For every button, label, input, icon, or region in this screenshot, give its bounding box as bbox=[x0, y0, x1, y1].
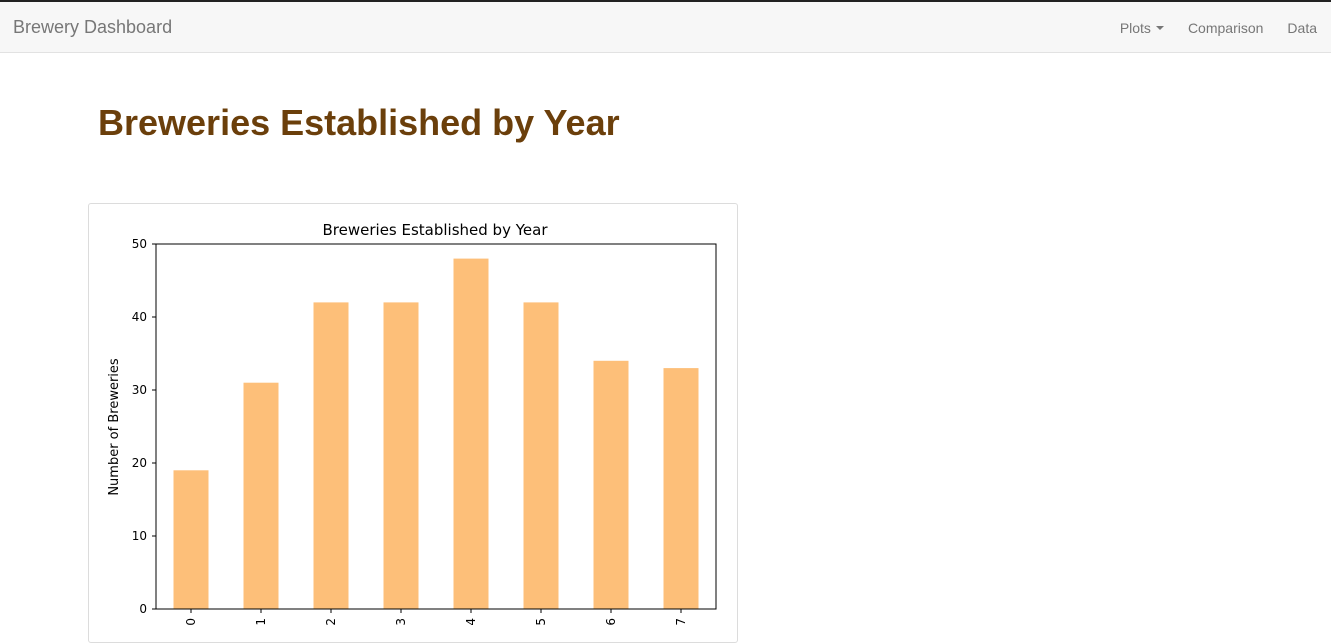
bar-6 bbox=[593, 360, 629, 609]
plot-frame bbox=[155, 243, 717, 610]
bar-7 bbox=[663, 368, 699, 609]
navbar: Brewery Dashboard Plots Comparison Data bbox=[0, 0, 1331, 53]
nav-comparison-link[interactable]: Comparison bbox=[1187, 19, 1264, 36]
chart-y-axis-label: Number of Breweries bbox=[107, 358, 122, 496]
brand-link[interactable]: Brewery Dashboard bbox=[13, 17, 173, 37]
x-tick-label: 5 bbox=[534, 618, 548, 626]
x-tick-label: 1 bbox=[254, 618, 268, 626]
nav-data-link[interactable]: Data bbox=[1287, 19, 1317, 36]
nav-plots-label: Plots bbox=[1119, 19, 1151, 36]
x-tick-label: 0 bbox=[184, 618, 198, 626]
caret-down-icon bbox=[1155, 25, 1164, 30]
chart-panel: Breweries Established by Year Number of … bbox=[88, 203, 738, 643]
y-tick-label: 40 bbox=[132, 310, 147, 324]
x-tick-label: 4 bbox=[464, 618, 478, 626]
x-tick-label: 2 bbox=[324, 618, 338, 626]
y-tick-label: 0 bbox=[139, 602, 147, 616]
y-axis: 0 10 20 30 40 50 bbox=[132, 237, 156, 616]
y-tick-label: 50 bbox=[132, 237, 147, 251]
page-title: Breweries Established by Year bbox=[98, 102, 620, 143]
x-axis: 0 1 2 3 4 5 6 7 bbox=[184, 609, 688, 626]
x-tick-label: 3 bbox=[394, 618, 408, 626]
y-tick-label: 10 bbox=[132, 529, 147, 543]
bars-group bbox=[173, 258, 699, 609]
chart-title: Breweries Established by Year bbox=[323, 221, 549, 239]
x-tick-label: 6 bbox=[604, 618, 618, 626]
bar-chart: Breweries Established by Year Number of … bbox=[107, 221, 717, 626]
y-tick-label: 30 bbox=[132, 383, 147, 397]
bar-0 bbox=[173, 470, 209, 609]
bar-4 bbox=[453, 258, 489, 609]
x-tick-label: 7 bbox=[674, 618, 688, 626]
nav-links: Plots Comparison Data bbox=[1110, 2, 1331, 53]
nav-plots-dropdown[interactable]: Plots bbox=[1110, 20, 1178, 36]
y-tick-label: 20 bbox=[132, 456, 147, 470]
bar-5 bbox=[523, 302, 559, 609]
bar-2 bbox=[313, 302, 349, 609]
bar-3 bbox=[383, 302, 419, 609]
bar-1 bbox=[243, 382, 279, 609]
